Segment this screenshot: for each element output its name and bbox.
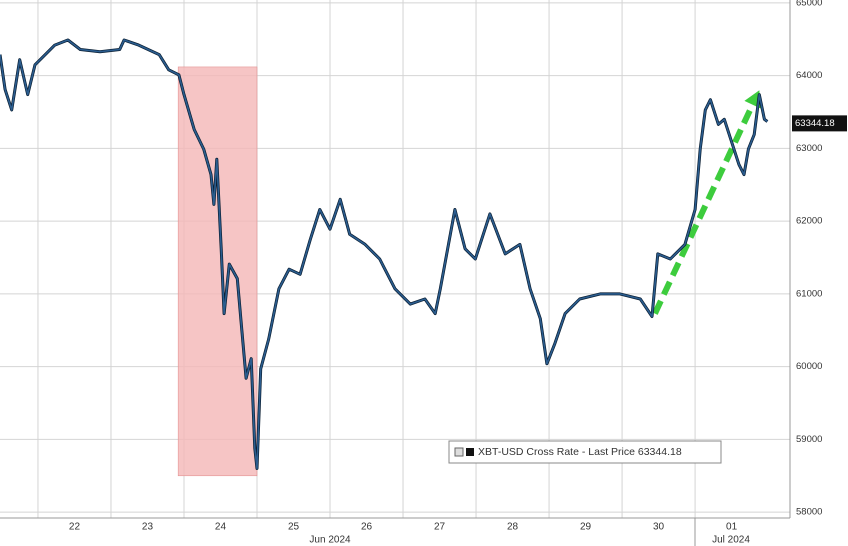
plot (0, 38, 769, 470)
legend: XBT-USD Cross Rate - Last Price 63344.18 (448, 440, 722, 464)
axes: 58000 59000 60000 61000 62000 63000 64000 65000… (69, 0, 847, 546)
annotations (177, 66, 761, 477)
x-tick-label: 24 (215, 522, 227, 533)
x-tick-label: 22 (69, 522, 81, 533)
legend-box (448, 440, 722, 464)
y-tick-label: 61000 (796, 288, 822, 299)
highlight-region (177, 66, 258, 477)
x-tick-label: 26 (361, 522, 373, 533)
y-tick-label: 58000 (796, 507, 822, 518)
x-tick-label: 23 (142, 522, 154, 533)
y-tick-label: 62000 (796, 216, 822, 227)
y-tick-label: 60000 (796, 361, 822, 372)
last-value-box (792, 115, 847, 132)
legend-label: XBT-USD Cross Rate - Last Price 63344.18 (478, 446, 682, 458)
x-tick-label: 27 (434, 522, 446, 533)
trend-arrow (652, 103, 756, 315)
x-tick-label: 29 (580, 522, 592, 533)
legend-swatch (466, 448, 474, 456)
y-tick-label: 65000 (796, 0, 822, 8)
y-tick-label: 59000 (796, 434, 822, 445)
legend-swatch (454, 447, 464, 457)
last-value-label: 63344.18 (795, 118, 835, 129)
x-group-label: Jul 2024 (712, 535, 750, 546)
x-tick-label: 30 (653, 522, 665, 533)
y-tick-label: 63000 (796, 143, 822, 154)
x-tick-label: 25 (288, 522, 300, 533)
x-group-label: Jun 2024 (309, 535, 351, 546)
price-line (0, 39, 768, 470)
x-tick-label: 01 (726, 522, 738, 533)
x-tick-label: 28 (507, 522, 519, 533)
y-tick-label: 64000 (796, 70, 822, 81)
